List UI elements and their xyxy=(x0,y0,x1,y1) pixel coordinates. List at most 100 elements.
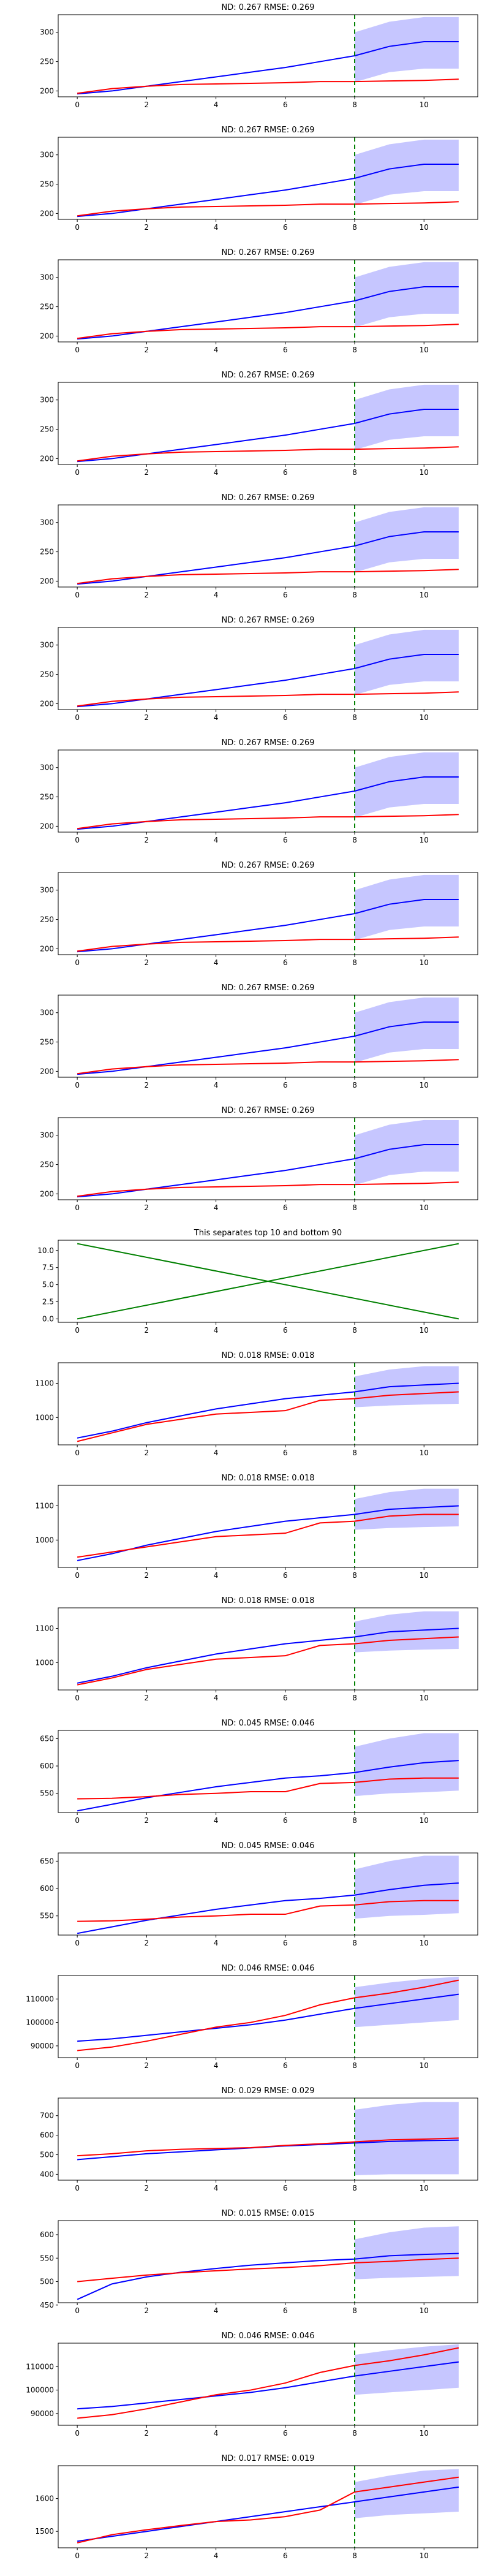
series-line-1 xyxy=(77,1882,459,1934)
y-tick-label: 300 xyxy=(40,273,54,282)
x-tick-label: 10 xyxy=(420,2429,429,2438)
x-tick-label: 10 xyxy=(420,100,429,109)
x-tick-label: 10 xyxy=(420,1571,429,1580)
confidence-band xyxy=(355,262,459,328)
chart-title: ND: 0.046 RMSE: 0.046 xyxy=(221,1964,314,1973)
y-tick-label: 300 xyxy=(40,641,54,650)
series-line-2 xyxy=(77,1513,459,1558)
chart-title: ND: 0.267 RMSE: 0.269 xyxy=(221,738,314,748)
x-tick-label: 10 xyxy=(420,1694,429,1702)
x-tick-label: 6 xyxy=(283,346,288,354)
plot-frame xyxy=(58,1852,478,1936)
series-line-2 xyxy=(77,2347,459,2419)
chart-12: ND: 0.018 RMSE: 0.018 0 2 4 6 8 10 1000 1100 xyxy=(35,1351,478,1457)
x-tick-label: 8 xyxy=(352,2061,357,2070)
plot-frame xyxy=(58,2097,478,2181)
x-tick-label: 2 xyxy=(145,958,149,967)
plot-frame xyxy=(58,382,478,465)
series-line-2 xyxy=(77,1181,459,1197)
x-tick-label: 6 xyxy=(283,713,288,722)
x-tick-label: 4 xyxy=(214,1203,219,1212)
chart-14: ND: 0.018 RMSE: 0.018 0 2 4 6 8 10 1000 1100 xyxy=(35,1596,478,1702)
series-line-2 xyxy=(77,1900,459,1922)
x-tick-label: 4 xyxy=(214,2184,219,2192)
chart-20: ND: 0.046 RMSE: 0.046 0 2 4 6 8 10 90000 100000 1… xyxy=(26,2332,478,2438)
x-tick-label: 6 xyxy=(283,958,288,967)
x-tick-label: 2 xyxy=(145,468,149,477)
confidence-band xyxy=(355,1488,459,1530)
y-tick-label: 400 xyxy=(40,2170,54,2178)
x-tick-label: 6 xyxy=(283,1449,288,1457)
x-tick-label: 4 xyxy=(214,223,219,232)
y-tick-label: 300 xyxy=(40,763,54,772)
x-tick-label: 4 xyxy=(214,2429,219,2438)
x-tick-label: 8 xyxy=(352,1449,357,1457)
plot-frame xyxy=(58,2465,478,2548)
y-tick-label: 250 xyxy=(40,793,54,801)
y-tick-label: 90000 xyxy=(31,2409,54,2418)
x-tick-label: 8 xyxy=(352,2184,357,2192)
x-tick-label: 10 xyxy=(420,713,429,722)
chart-title: ND: 0.267 RMSE: 0.269 xyxy=(221,861,314,870)
chart-title: ND: 0.018 RMSE: 0.018 xyxy=(221,1596,314,1605)
x-tick-label: 2 xyxy=(145,100,149,109)
x-tick-label: 4 xyxy=(214,591,219,599)
y-tick-label: 500 xyxy=(40,2278,54,2286)
y-tick-label: 200 xyxy=(40,822,54,830)
y-tick-label: 1600 xyxy=(35,2495,54,2503)
plot-data xyxy=(77,1976,459,2058)
x-tick-label: 2 xyxy=(145,2429,149,2438)
plot-data xyxy=(77,137,459,219)
y-tick-label: 300 xyxy=(40,28,54,37)
x-tick-label: 10 xyxy=(420,468,429,477)
confidence-band xyxy=(355,384,459,450)
plot-data xyxy=(77,1118,459,1200)
y-tick-label: 300 xyxy=(40,886,54,895)
x-tick-label: 0 xyxy=(75,713,80,722)
x-tick-label: 8 xyxy=(352,958,357,967)
series-line-2 xyxy=(77,1391,459,1442)
x-tick-label: 4 xyxy=(214,1694,219,1702)
y-tick-label: 110000 xyxy=(26,2362,54,2371)
x-tick-label: 8 xyxy=(352,836,357,844)
y-tick-label: 100000 xyxy=(26,2018,54,2027)
x-tick-label: 6 xyxy=(283,2551,288,2560)
x-tick-label: 10 xyxy=(420,223,429,232)
x-tick-label: 0 xyxy=(75,1081,80,1089)
x-tick-label: 0 xyxy=(75,1939,80,1947)
y-tick-label: 250 xyxy=(40,915,54,924)
x-tick-label: 8 xyxy=(352,223,357,232)
chart-title: ND: 0.029 RMSE: 0.029 xyxy=(221,2086,314,2096)
y-tick-label: 300 xyxy=(40,151,54,159)
y-tick-label: 1000 xyxy=(35,1658,54,1667)
y-tick-label: 1500 xyxy=(35,2527,54,2536)
plot-frame xyxy=(58,504,478,588)
x-tick-label: 6 xyxy=(283,1203,288,1212)
plot-data xyxy=(77,505,459,587)
y-tick-label: 250 xyxy=(40,180,54,189)
x-tick-label: 10 xyxy=(420,1816,429,1825)
chart-3: ND: 0.267 RMSE: 0.269 0 2 4 6 8 10 200 250 300 xyxy=(40,248,478,354)
chart-13: ND: 0.018 RMSE: 0.018 0 2 4 6 8 10 1000 1100 xyxy=(35,1474,478,1580)
x-tick-label: 10 xyxy=(420,1081,429,1089)
y-tick-label: 250 xyxy=(40,303,54,311)
y-tick-label: 700 xyxy=(40,2112,54,2120)
chart-title: ND: 0.018 RMSE: 0.018 xyxy=(221,1474,314,1483)
y-tick-label: 200 xyxy=(40,1189,54,1198)
x-tick-label: 2 xyxy=(145,1449,149,1457)
x-tick-label: 6 xyxy=(283,1571,288,1580)
plot-data xyxy=(77,1363,459,1445)
x-tick-label: 4 xyxy=(214,1449,219,1457)
chart-19: ND: 0.015 RMSE: 0.015 0 2 4 6 8 10 450 500 550 600 xyxy=(40,2209,478,2315)
x-tick-label: 2 xyxy=(145,836,149,844)
x-tick-label: 4 xyxy=(214,100,219,109)
confidence-band xyxy=(355,2469,459,2518)
plot-data xyxy=(77,1243,459,1320)
series-line-1 xyxy=(77,2361,459,2410)
x-tick-label: 10 xyxy=(420,346,429,354)
x-tick-label: 2 xyxy=(145,1571,149,1580)
x-tick-label: 2 xyxy=(145,1081,149,1089)
plot-data xyxy=(77,873,459,955)
x-tick-label: 10 xyxy=(420,958,429,967)
